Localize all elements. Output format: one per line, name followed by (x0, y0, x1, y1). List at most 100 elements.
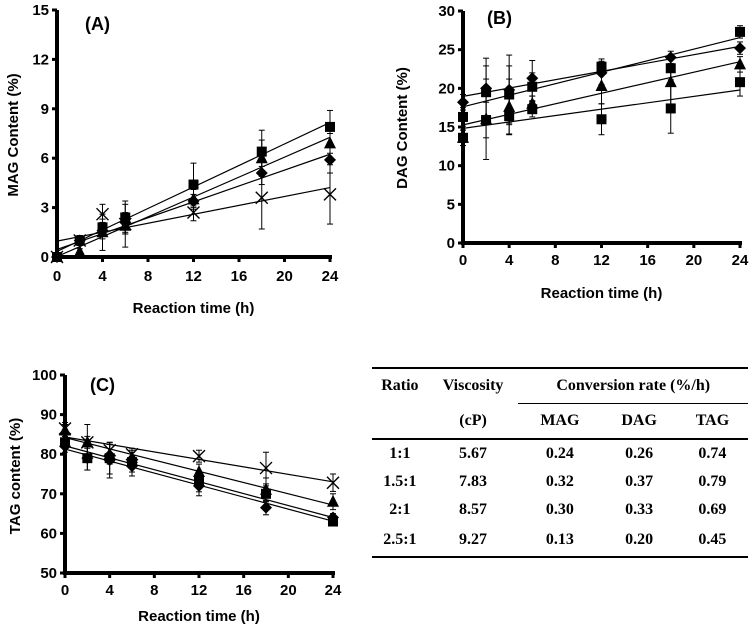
data-point-cross (73, 234, 87, 248)
cell-ratio: 1.5:1 (383, 473, 417, 490)
cell-viscosity: 9.27 (427, 524, 519, 558)
cell-ratio: 1:1 (389, 445, 411, 462)
x-tick-label: 20 (280, 582, 297, 599)
x-axis-label: Reaction time (h) (138, 608, 260, 625)
data-point-cross (125, 447, 139, 461)
x-tick-label: 0 (459, 252, 467, 269)
series-1.5:1 (52, 109, 335, 262)
cell-mag: 0.30 (545, 501, 574, 518)
header-tag: TAG (676, 403, 748, 440)
table-row: 1:1 5.67 0.24 0.26 0.74 (372, 439, 748, 468)
x-tick-label: 16 (639, 252, 656, 269)
cell-mag: 0.24 (545, 445, 574, 462)
y-axis-label: TAG content (%) (7, 418, 24, 534)
header-viscosity-unit: (cP) (427, 403, 519, 440)
data-point-cross (50, 250, 64, 264)
cell-tag: 0.45 (676, 524, 748, 558)
y-tick-label: 15 (32, 2, 49, 19)
series-2.5:1 (58, 421, 340, 492)
data-point-diamond (260, 501, 272, 514)
cell-dag: 0.37 (625, 473, 654, 490)
x-tick-label: 24 (732, 252, 749, 269)
y-tick-label: 20 (438, 80, 455, 97)
x-tick-label: 4 (505, 252, 514, 269)
series-2:1 (59, 423, 339, 511)
data-point-triangle (193, 465, 205, 478)
header-empty (372, 403, 428, 440)
x-tick-label: 4 (105, 582, 114, 599)
data-point-diamond (457, 96, 469, 109)
data-point-triangle (260, 482, 272, 495)
y-axis-label: MAG Content (%) (5, 73, 22, 196)
data-point-square (504, 111, 515, 122)
data-point-cross (259, 461, 273, 475)
data-point-cross (187, 206, 200, 220)
data-point-cross (118, 217, 132, 231)
data-point-triangle (734, 57, 746, 70)
data-point-cross (96, 207, 109, 221)
y-tick-label: 60 (40, 525, 57, 542)
y-tick-label: 12 (32, 51, 49, 68)
x-tick-label: 8 (144, 268, 152, 285)
header-dag: DAG (601, 403, 677, 440)
panel-title: (B) (487, 8, 512, 28)
data-point-diamond (324, 153, 336, 166)
x-tick-label: 20 (685, 252, 702, 269)
x-tick-label: 16 (231, 268, 248, 285)
y-tick-label: 80 (40, 446, 57, 463)
cell-tag: 0.79 (698, 473, 727, 490)
chart-mag: 0 4 8 12 16 20 24 0 3 6 9 12 15 Reaction time (h) MAG … (5, 2, 339, 317)
conversion-rate-table: Ratio Viscosity Conversion rate (%/h) (c… (372, 367, 748, 558)
x-axis-label: Reaction time (h) (133, 300, 255, 317)
data-point-cross (103, 443, 117, 457)
cell-viscosity: 5.67 (459, 445, 488, 462)
data-point-diamond (734, 42, 746, 55)
y-tick-label: 90 (40, 407, 57, 424)
data-point-square (527, 81, 538, 92)
data-point-cross (80, 435, 94, 449)
x-tick-label: 12 (191, 582, 208, 599)
chart-tag: 0 4 8 12 16 20 24 50 60 70 80 90 100 Reaction time (h… (7, 367, 342, 625)
x-tick-label: 4 (98, 268, 107, 285)
series-2:1 (51, 133, 336, 262)
cell-ratio: 2.5:1 (372, 524, 428, 558)
y-tick-label: 50 (40, 565, 57, 582)
data-point-square (328, 516, 338, 527)
x-tick-label: 0 (61, 582, 69, 599)
y-tick-label: 100 (32, 367, 57, 384)
data-point-square (481, 115, 492, 126)
x-tick-label: 24 (325, 582, 342, 599)
y-tick-label: 3 (41, 200, 49, 217)
x-tick-label: 0 (53, 268, 61, 285)
cell-dag: 0.26 (625, 445, 654, 462)
data-point-triangle (324, 136, 336, 149)
data-point-square (596, 114, 607, 125)
header-conversion-rate: Conversion rate (%/h) (518, 367, 748, 404)
x-tick-label: 12 (593, 252, 610, 269)
x-axis-label: Reaction time (h) (541, 285, 663, 302)
table-row: 1.5:1 7.83 0.32 0.37 0.79 (372, 468, 748, 496)
data-point-square (60, 437, 70, 448)
y-tick-label: 10 (438, 158, 455, 175)
data-point-triangle (96, 225, 109, 238)
x-tick-label: 12 (185, 268, 202, 285)
data-point-triangle (187, 192, 200, 205)
y-tick-label: 70 (40, 486, 57, 503)
data-point-square (458, 111, 468, 122)
y-tick-label: 15 (438, 119, 455, 136)
y-tick-label: 30 (438, 3, 455, 20)
x-tick-label: 24 (322, 268, 339, 285)
y-tick-label: 0 (447, 235, 455, 252)
y-tick-label: 25 (438, 42, 455, 59)
data-point-square (527, 104, 538, 115)
header-mag: MAG (518, 403, 602, 440)
cell-viscosity: 8.57 (459, 501, 488, 518)
data-point-cross (255, 191, 269, 205)
y-axis-label: DAG Content (%) (394, 67, 411, 189)
cell-mag: 0.32 (545, 473, 574, 490)
data-point-square (325, 121, 335, 132)
cell-viscosity: 7.83 (459, 473, 488, 490)
series-2.5:1 (50, 164, 337, 264)
y-tick-label: 0 (41, 249, 49, 266)
